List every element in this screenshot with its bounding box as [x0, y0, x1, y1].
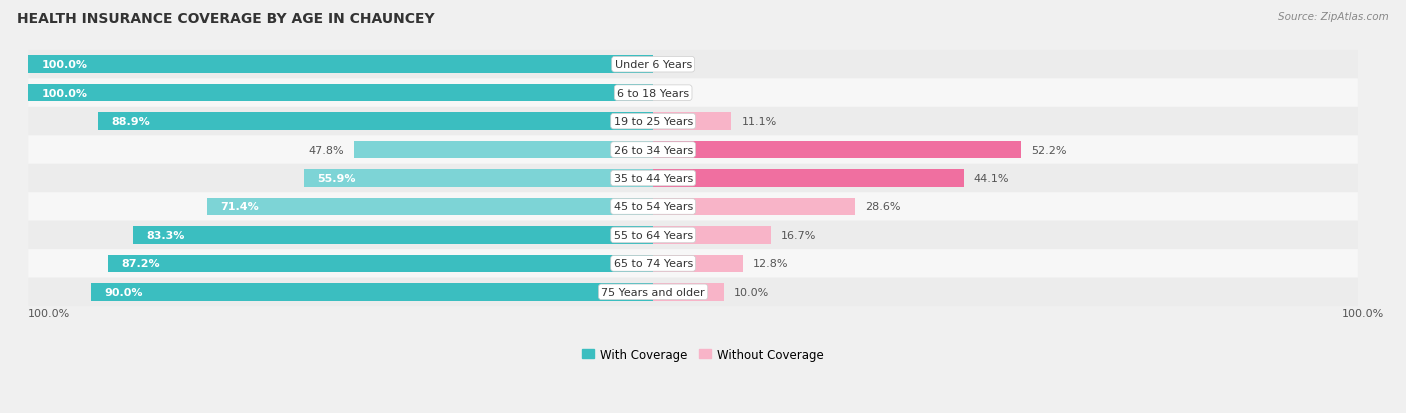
Text: 87.2%: 87.2%	[121, 259, 160, 269]
Text: 55.9%: 55.9%	[318, 173, 356, 184]
Text: 90.0%: 90.0%	[104, 287, 142, 297]
Text: HEALTH INSURANCE COVERAGE BY AGE IN CHAUNCEY: HEALTH INSURANCE COVERAGE BY AGE IN CHAU…	[17, 12, 434, 26]
Bar	[654, 227, 770, 244]
Text: 28.6%: 28.6%	[865, 202, 900, 212]
Bar	[304, 170, 654, 188]
Bar	[654, 113, 731, 131]
Text: 35 to 44 Years: 35 to 44 Years	[613, 173, 693, 184]
Text: 55 to 64 Years: 55 to 64 Years	[613, 230, 693, 240]
Text: 100.0%: 100.0%	[28, 309, 70, 318]
Text: 71.4%: 71.4%	[221, 202, 259, 212]
Bar	[132, 227, 654, 244]
Text: 83.3%: 83.3%	[146, 230, 184, 240]
FancyBboxPatch shape	[28, 278, 1358, 306]
Text: 16.7%: 16.7%	[780, 230, 815, 240]
Text: 12.8%: 12.8%	[754, 259, 789, 269]
Text: 10.0%: 10.0%	[734, 287, 769, 297]
Text: 75 Years and older: 75 Years and older	[602, 287, 704, 297]
Bar	[91, 283, 654, 301]
Text: Source: ZipAtlas.com: Source: ZipAtlas.com	[1278, 12, 1389, 22]
Bar	[28, 85, 654, 102]
Text: 47.8%: 47.8%	[309, 145, 344, 155]
Text: 26 to 34 Years: 26 to 34 Years	[613, 145, 693, 155]
Legend: With Coverage, Without Coverage: With Coverage, Without Coverage	[582, 348, 824, 361]
FancyBboxPatch shape	[28, 249, 1358, 278]
Text: 100.0%: 100.0%	[42, 60, 87, 70]
FancyBboxPatch shape	[28, 79, 1358, 108]
Bar	[28, 56, 654, 74]
Text: 6 to 18 Years: 6 to 18 Years	[617, 88, 689, 98]
FancyBboxPatch shape	[28, 221, 1358, 249]
FancyBboxPatch shape	[28, 193, 1358, 221]
Bar	[354, 141, 654, 159]
Text: 19 to 25 Years: 19 to 25 Years	[613, 117, 693, 127]
FancyBboxPatch shape	[28, 136, 1358, 164]
Text: 65 to 74 Years: 65 to 74 Years	[613, 259, 693, 269]
Bar	[97, 113, 654, 131]
Bar	[654, 141, 1021, 159]
Bar	[654, 170, 965, 188]
Text: 100.0%: 100.0%	[1343, 309, 1385, 318]
Bar	[108, 255, 654, 273]
Text: 11.1%: 11.1%	[741, 117, 776, 127]
FancyBboxPatch shape	[28, 108, 1358, 136]
Text: 44.1%: 44.1%	[974, 173, 1010, 184]
Text: Under 6 Years: Under 6 Years	[614, 60, 692, 70]
Bar	[654, 283, 724, 301]
FancyBboxPatch shape	[28, 51, 1358, 79]
Text: 88.9%: 88.9%	[111, 117, 149, 127]
Bar	[207, 198, 654, 216]
Text: 100.0%: 100.0%	[42, 88, 87, 98]
Bar	[654, 198, 855, 216]
Text: 45 to 54 Years: 45 to 54 Years	[613, 202, 693, 212]
Text: 52.2%: 52.2%	[1031, 145, 1066, 155]
FancyBboxPatch shape	[28, 164, 1358, 193]
Bar	[654, 255, 744, 273]
